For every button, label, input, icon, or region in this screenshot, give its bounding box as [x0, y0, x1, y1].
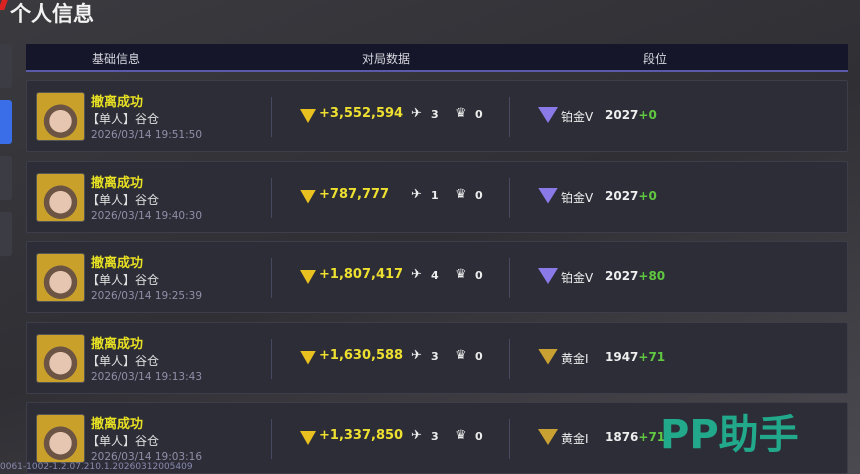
rank-icon: [538, 348, 558, 365]
kills-value: 3: [431, 108, 439, 121]
match-status: 撤离成功: [91, 256, 144, 271]
match-status: 撤离成功: [91, 175, 144, 191]
assists-value: 0: [475, 269, 483, 282]
match-status: 撤离成功: [91, 95, 144, 110]
gain-value: +787,777: [319, 186, 390, 202]
rank-name: 黄金I: [561, 351, 589, 366]
rank-icon: [538, 429, 558, 445]
side-tab[interactable]: [0, 44, 12, 88]
match-mode: 【单人】谷仓: [87, 192, 160, 207]
kills-value: 1: [431, 188, 439, 202]
score-delta: +0: [638, 108, 657, 122]
divider: [271, 258, 272, 298]
assists-value: 0: [475, 188, 483, 202]
title-accent: [0, 0, 8, 10]
rank-name: 铂金V: [561, 271, 594, 285]
table-header: 基础信息 对局数据 段位: [26, 44, 848, 72]
divider: [271, 177, 272, 218]
rank-score: 2027+0: [605, 108, 657, 122]
rank-score: 1876+71: [605, 430, 666, 444]
assist-icon: ♛: [455, 186, 467, 202]
kill-icon: ✈: [411, 267, 422, 282]
avatar: [36, 172, 85, 222]
divider: [271, 419, 272, 459]
match-mode: 【单人】谷仓: [87, 353, 160, 368]
avatar: [36, 333, 85, 383]
gain-value: +1,630,588: [319, 347, 404, 363]
assist-icon: ♛: [455, 267, 467, 282]
match-mode: 【单人】谷仓: [87, 434, 160, 448]
match-status: 撤离成功: [91, 417, 144, 432]
page-title: 个人信息: [10, 2, 94, 26]
assists-value: 0: [475, 430, 483, 443]
rank-score: 2027+80: [605, 269, 666, 283]
divider: [509, 258, 510, 298]
rank-icon: [538, 268, 558, 284]
rank-icon: [538, 107, 558, 123]
score-delta: +71: [638, 349, 666, 364]
gain-value: +3,552,594: [319, 106, 404, 121]
match-time: 2026/03/14 19:25:39: [91, 290, 203, 302]
assist-icon: ♛: [455, 347, 467, 363]
avatar: [36, 92, 85, 141]
assists-value: 0: [475, 108, 483, 121]
coin-icon: [300, 431, 316, 445]
rank-icon: [538, 187, 558, 204]
kill-icon: ✈: [411, 106, 422, 121]
avatar: [36, 414, 85, 463]
score-delta: +71: [638, 430, 666, 444]
coin-icon: [300, 270, 316, 284]
rank-name: 黄金I: [561, 432, 589, 446]
assists-value: 0: [475, 349, 483, 363]
kills-value: 4: [431, 269, 439, 282]
kill-icon: ✈: [411, 186, 422, 202]
assist-icon: ♛: [455, 428, 467, 443]
match-row[interactable]: 撤离成功 【单人】谷仓 2026/03/14 19:25:39 +1,807,4…: [26, 241, 848, 313]
watermark-logo: PP助手: [660, 412, 799, 458]
divider: [509, 419, 510, 459]
rank-score: 1947+71: [605, 349, 666, 364]
rank-name: 铂金V: [561, 110, 594, 124]
match-mode: 【单人】谷仓: [87, 273, 160, 287]
match-time: 2026/03/14 19:51:50: [91, 129, 203, 141]
coin-icon: [300, 109, 316, 123]
match-time: 2026/03/14 19:13:43: [91, 370, 203, 383]
rank-name: 铂金V: [561, 190, 594, 205]
match-row[interactable]: 撤离成功 【单人】谷仓 2026/03/14 19:40:30 +787,777…: [26, 160, 848, 233]
score-delta: +0: [638, 188, 657, 203]
header-rank: 段位: [643, 52, 668, 66]
divider: [271, 97, 272, 137]
divider: [271, 338, 272, 379]
match-row[interactable]: 撤离成功 【单人】谷仓 2026/03/14 19:03:16 +1,337,8…: [26, 402, 848, 474]
kills-value: 3: [431, 430, 439, 443]
avatar: [36, 253, 85, 302]
divider: [509, 338, 510, 379]
divider: [509, 97, 510, 137]
header-match: 对局数据: [362, 52, 411, 66]
side-tab[interactable]: [0, 156, 12, 200]
side-tab[interactable]: [0, 212, 12, 256]
coin-icon: [300, 189, 316, 204]
header-basic: 基础信息: [92, 52, 141, 66]
match-time: 2026/03/14 19:03:16: [91, 451, 203, 463]
rank-score: 2027+0: [605, 188, 657, 203]
side-tab-active[interactable]: [0, 100, 12, 144]
match-row[interactable]: 撤离成功 【单人】谷仓 2026/03/14 19:13:43 +1,630,5…: [26, 321, 848, 394]
assist-icon: ♛: [455, 106, 467, 121]
gain-value: +1,807,417: [319, 267, 404, 282]
kill-icon: ✈: [411, 428, 422, 443]
match-status: 撤离成功: [91, 336, 144, 352]
match-row[interactable]: 撤离成功 【单人】谷仓 2026/03/14 19:51:50 +3,552,5…: [26, 80, 848, 152]
gain-value: +1,337,850: [319, 428, 404, 443]
score-delta: +80: [638, 269, 666, 283]
match-time: 2026/03/14 19:40:30: [91, 209, 203, 222]
match-mode: 【单人】谷仓: [87, 112, 160, 126]
kills-value: 3: [431, 349, 439, 363]
divider: [509, 177, 510, 218]
kill-icon: ✈: [411, 347, 422, 363]
version-text: 0061-1002-1.2.07.210.1.20260312005409: [0, 462, 193, 472]
coin-icon: [300, 350, 316, 365]
